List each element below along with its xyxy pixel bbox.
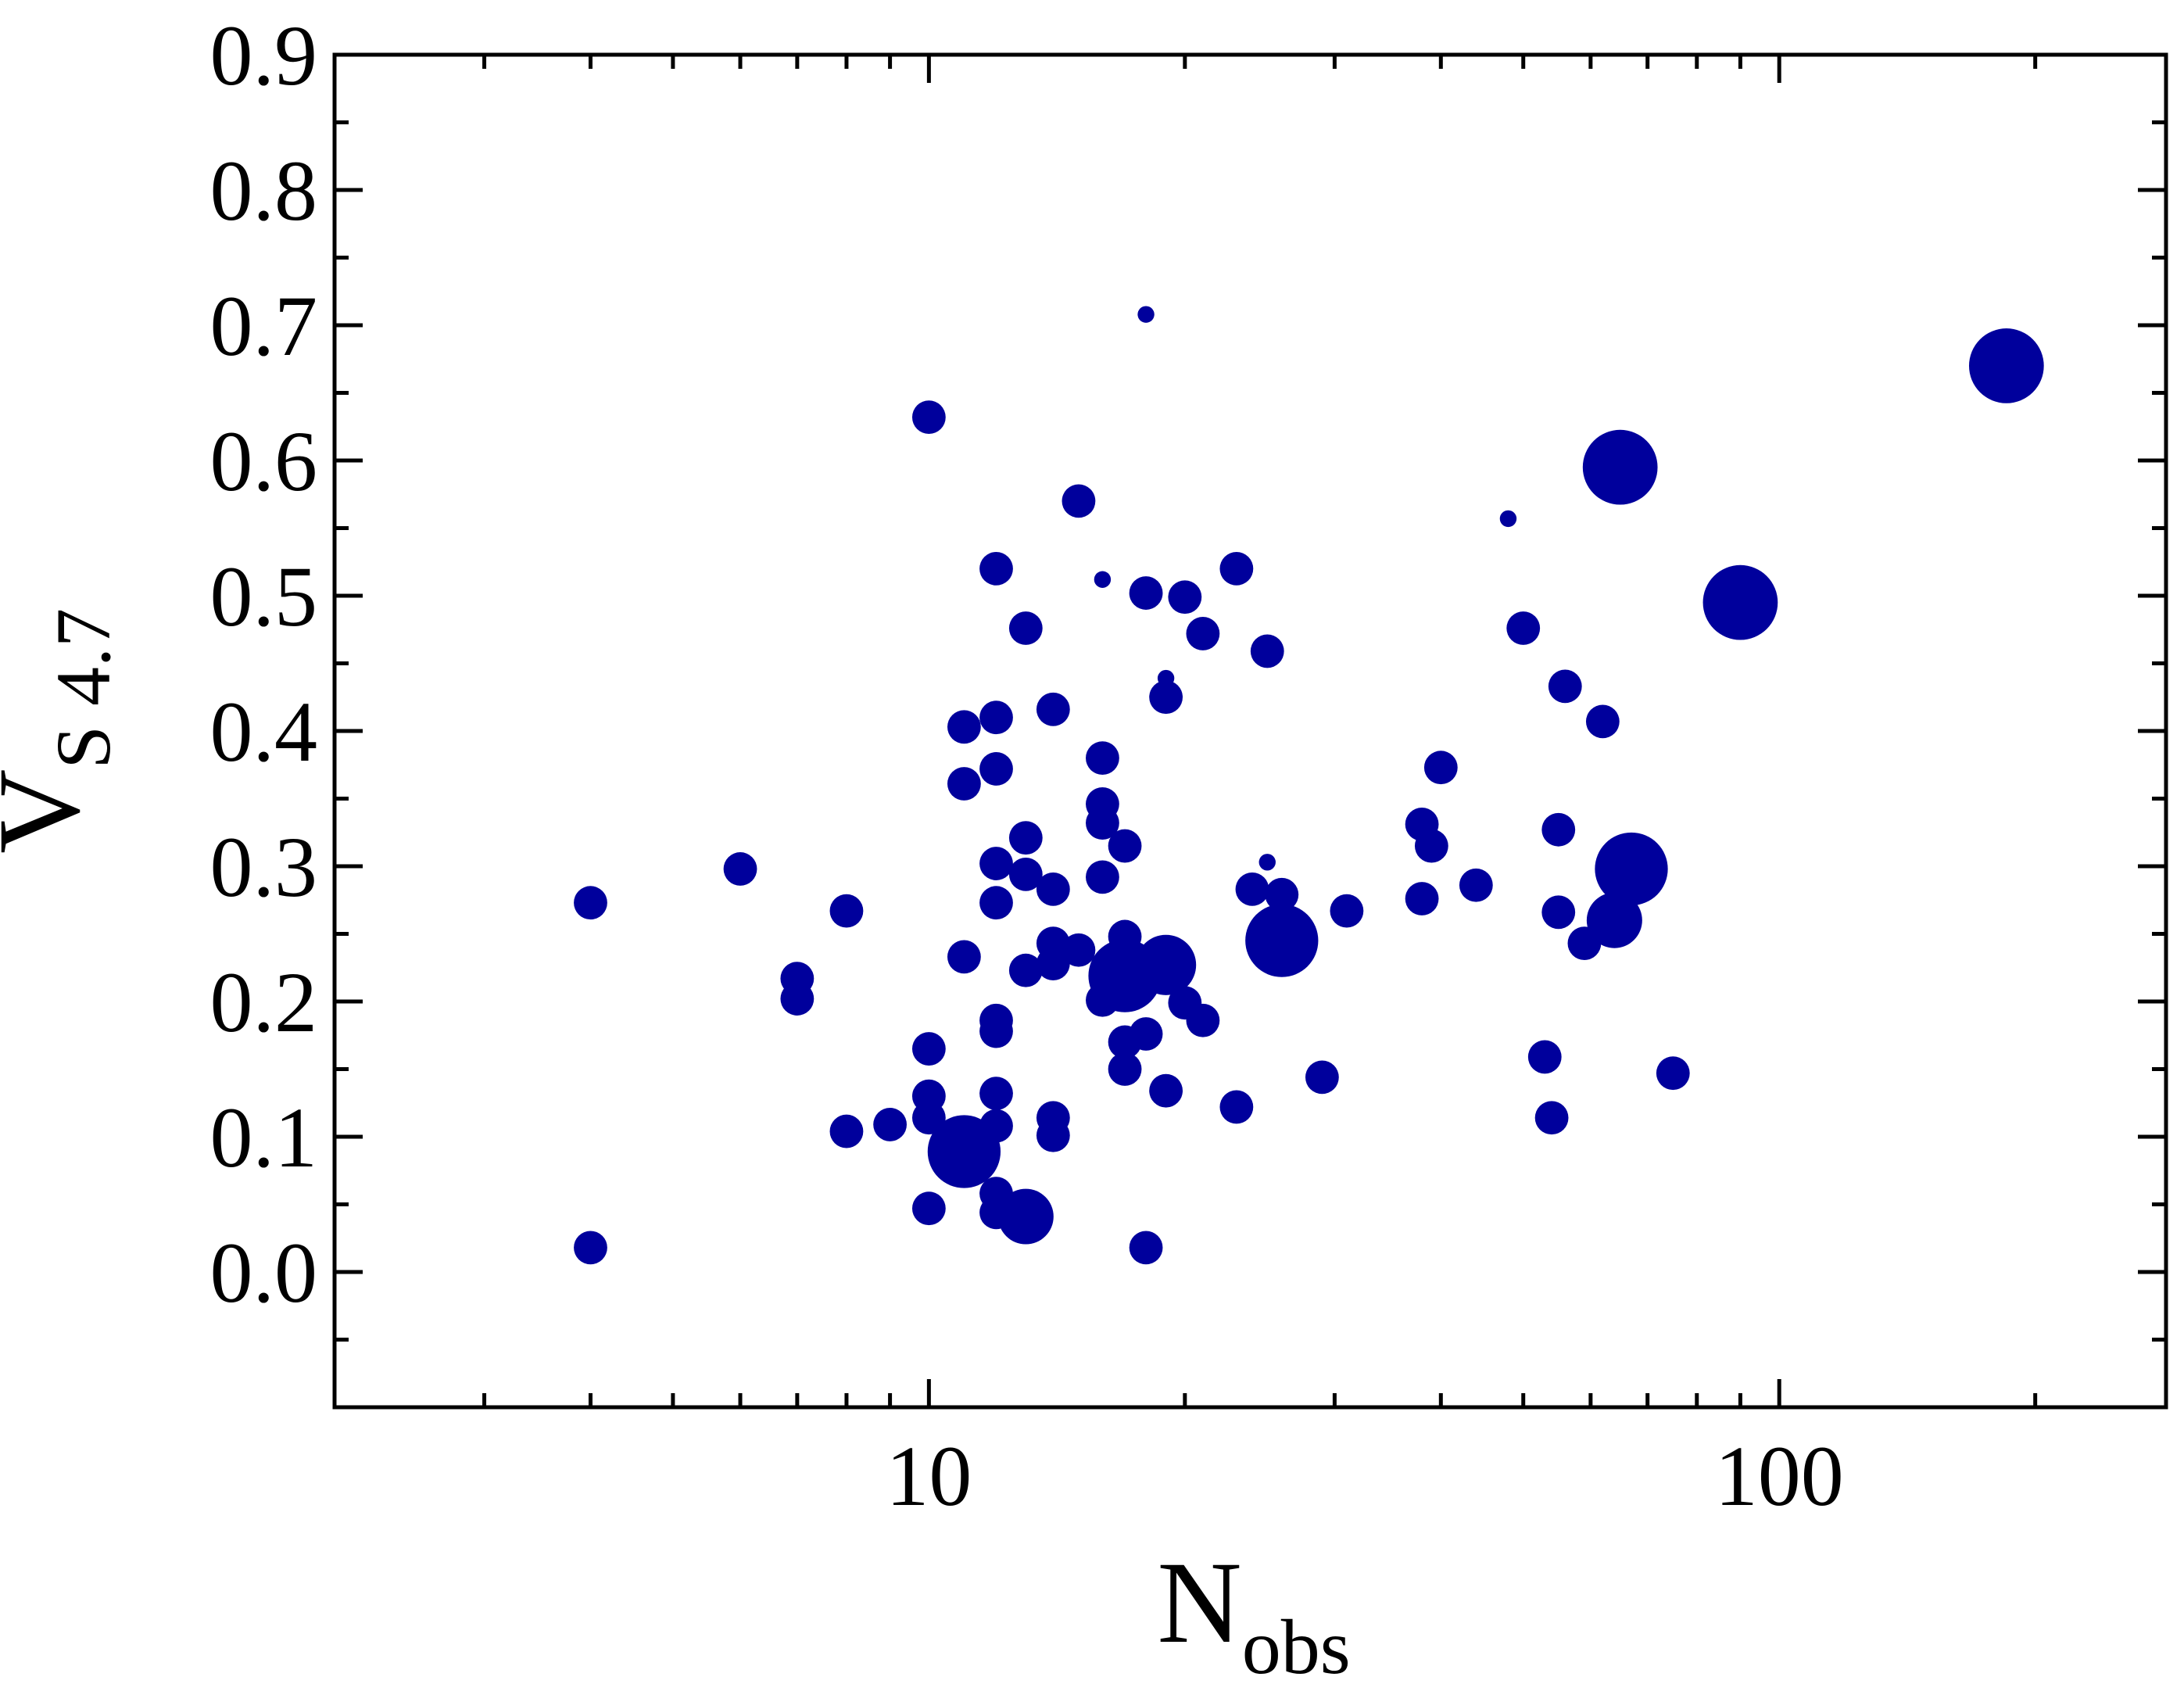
bubble	[979, 1014, 1013, 1048]
bubble	[1506, 611, 1541, 645]
bubble	[1235, 872, 1269, 906]
bubble	[1149, 680, 1183, 715]
bubble	[1036, 1118, 1070, 1152]
bubble	[1702, 564, 1778, 640]
bubble	[1305, 1060, 1339, 1095]
bubble	[1499, 510, 1517, 528]
bubble	[1586, 892, 1642, 948]
bubble	[1137, 306, 1155, 323]
bubble	[979, 700, 1013, 735]
bubble	[1219, 1090, 1254, 1124]
y-tick-label: 0.7	[210, 278, 318, 374]
bubble	[911, 1032, 946, 1066]
y-tick-label: 0.9	[210, 8, 318, 103]
bubble	[1149, 1073, 1183, 1108]
bubble	[1423, 751, 1458, 785]
bubble	[1595, 832, 1668, 906]
bubble	[1186, 1003, 1220, 1037]
y-tick-label: 0.6	[210, 414, 318, 509]
bubble	[979, 1109, 1013, 1143]
bubble	[979, 752, 1013, 786]
bubble	[1008, 821, 1043, 855]
bubble	[911, 1101, 946, 1135]
bubble	[723, 852, 757, 886]
bubble	[1168, 580, 1202, 614]
y-label-sub: S 4.7	[40, 608, 127, 769]
bubble	[1008, 953, 1043, 987]
bubble	[1094, 571, 1112, 588]
y-tick-label: 0.1	[210, 1090, 318, 1185]
plot-frame	[332, 52, 2168, 1410]
bubble	[574, 1231, 607, 1265]
bubble	[997, 1188, 1054, 1245]
bubble	[1548, 669, 1582, 704]
bubble	[873, 1108, 907, 1141]
y-tick-label: 0.3	[210, 819, 318, 915]
bubble	[947, 767, 981, 801]
bubble	[1129, 576, 1163, 610]
bubble	[1330, 894, 1364, 928]
bubble	[1036, 692, 1070, 726]
bubble	[1129, 1017, 1163, 1051]
y-tick-label: 0.2	[210, 955, 318, 1050]
y-tick-label: 0.8	[210, 143, 318, 238]
bubble	[979, 552, 1013, 586]
bubble	[1219, 552, 1254, 586]
bubble	[979, 847, 1013, 880]
bubble	[1656, 1056, 1690, 1091]
bubble	[1008, 857, 1043, 891]
y-axis-label: VS 4.7	[0, 608, 127, 854]
bubble	[1968, 328, 2044, 403]
bubble	[1086, 741, 1119, 775]
bubble	[1534, 1101, 1569, 1135]
bubble	[1136, 934, 1197, 995]
x-label-main: N	[1157, 1538, 1241, 1668]
bubble	[1129, 1231, 1163, 1265]
y-tick-label: 0.4	[210, 684, 318, 779]
bubble	[1265, 877, 1299, 912]
bubble	[1086, 860, 1119, 894]
bubble	[1036, 872, 1070, 906]
bubble	[1036, 947, 1070, 980]
bubble	[1405, 882, 1439, 915]
bubble	[1414, 829, 1448, 863]
bubble	[947, 710, 981, 744]
bubble	[1258, 854, 1276, 871]
x-tick-label: 100	[1715, 1428, 1844, 1524]
bubble	[1527, 1040, 1562, 1074]
bubble	[979, 886, 1013, 920]
bubble	[1108, 1052, 1142, 1086]
bubble	[1108, 829, 1142, 863]
bubble	[1008, 611, 1043, 645]
bubble	[1062, 933, 1096, 967]
x-label-sub: obs	[1242, 1603, 1351, 1684]
bubble	[1541, 895, 1576, 930]
bubble	[1186, 617, 1220, 650]
bubble	[574, 886, 607, 920]
bubble	[780, 982, 815, 1016]
bubble	[1582, 429, 1658, 505]
x-tick-label: 10	[886, 1428, 972, 1524]
bubble	[979, 1077, 1013, 1111]
bubble	[1086, 806, 1119, 840]
bubble	[911, 1191, 946, 1226]
bubble	[1459, 868, 1493, 902]
y-tick-label: 0.5	[210, 549, 318, 644]
bubble	[1541, 812, 1576, 847]
y-label-main: V	[0, 769, 104, 854]
bubble	[829, 1114, 864, 1148]
bubble	[1250, 634, 1284, 668]
bubble	[911, 400, 946, 435]
x-axis-label: Nobs	[1157, 1538, 1350, 1684]
bubble	[1585, 704, 1620, 739]
bubble	[1062, 484, 1096, 518]
bubble	[1245, 904, 1319, 977]
bubble	[829, 894, 864, 928]
y-tick-label: 0.0	[210, 1225, 318, 1320]
bubble	[947, 940, 981, 974]
